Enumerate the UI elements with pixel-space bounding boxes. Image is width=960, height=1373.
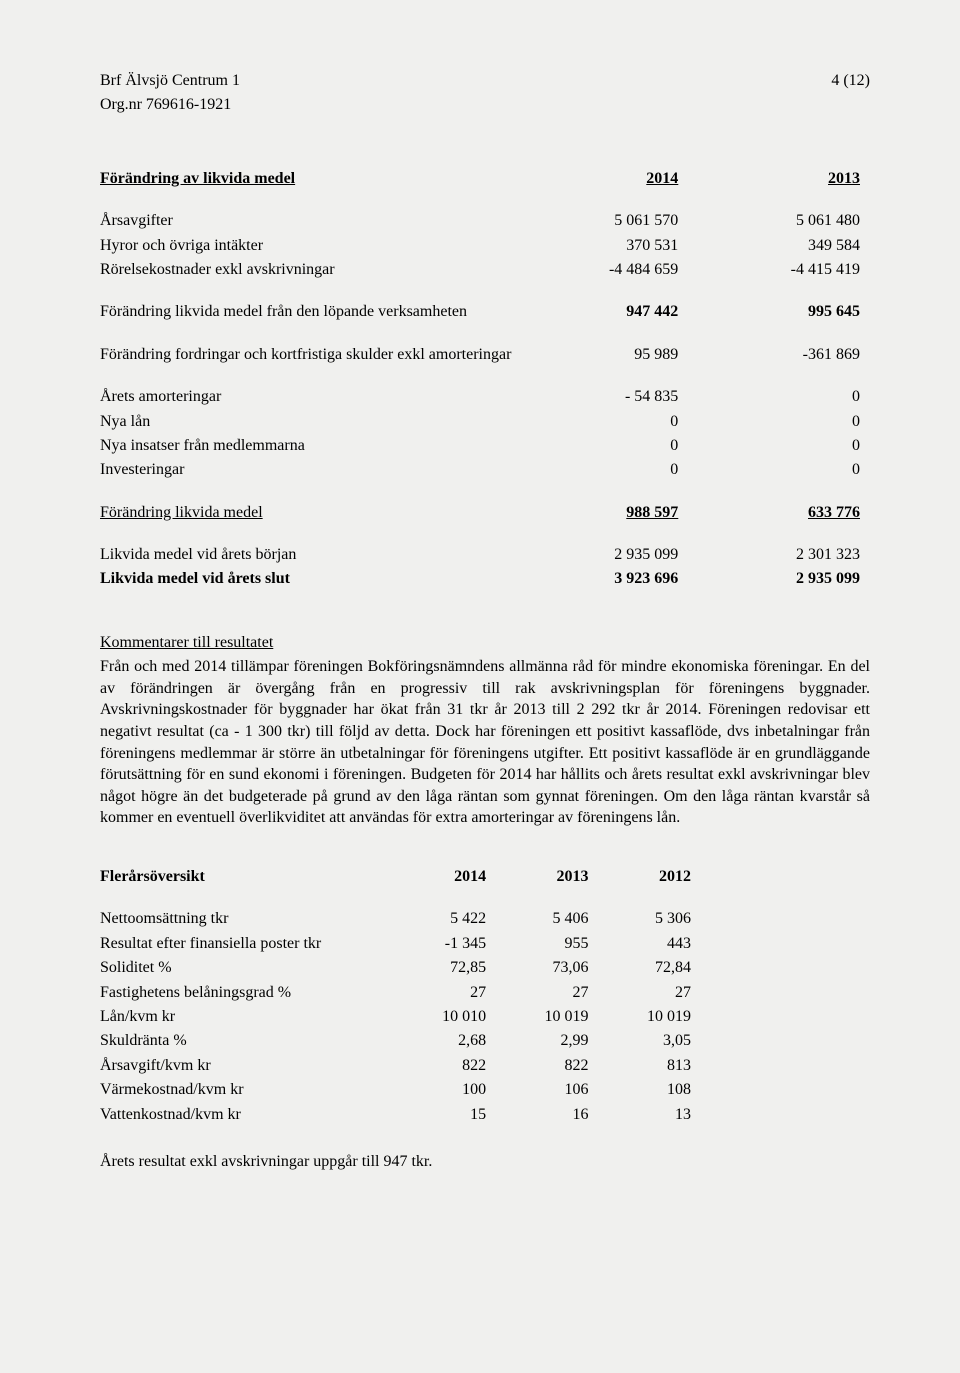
table2-year3: 2012 [614, 865, 716, 889]
table-row: Hyror och övriga intäkter 370 531 349 58… [100, 234, 870, 258]
table-row: Resultat efter finansiella poster tkr -1… [100, 932, 716, 956]
company-name: Brf Älvsjö Centrum 1 [100, 70, 240, 92]
table-row: Årsavgift/kvm kr 822 822 813 [100, 1054, 716, 1078]
table-row: Skuldränta % 2,68 2,99 3,05 [100, 1029, 716, 1053]
table-row: Soliditet % 72,85 73,06 72,84 [100, 956, 716, 980]
subtotal-row: Förändring likvida medel från den löpand… [100, 300, 870, 324]
table-row: Investeringar 0 0 [100, 458, 870, 482]
table-row: Rörelsekostnader exkl avskrivningar -4 4… [100, 258, 870, 282]
table-row: Vattenkostnad/kvm kr 15 16 13 [100, 1103, 716, 1127]
footer-text: Årets resultat exkl avskrivningar uppgår… [100, 1151, 870, 1173]
subtotal-row: Förändring likvida medel 988 597 633 776 [100, 501, 870, 525]
table-row: Årets amorteringar - 54 835 0 [100, 385, 870, 409]
table2-year2: 2013 [511, 865, 613, 889]
table-row: Lån/kvm kr 10 010 10 019 10 019 [100, 1005, 716, 1029]
org-number: Org.nr 769616-1921 [100, 94, 870, 116]
table-row: Förändring fordringar och kortfristiga s… [100, 343, 870, 367]
comments-title: Kommentarer till resultatet [100, 632, 870, 654]
table-row: Värmekostnad/kvm kr 100 106 108 [100, 1078, 716, 1102]
table2-year1: 2014 [409, 865, 511, 889]
comments-body: Från och med 2014 tillämpar föreningen B… [100, 656, 870, 829]
table-row: Årsavgifter 5 061 570 5 061 480 [100, 209, 870, 233]
liquidity-table: Förändring av likvida medel 2014 2013 År… [100, 167, 870, 592]
table-row: Fastighetens belåningsgrad % 27 27 27 [100, 981, 716, 1005]
table1-title: Förändring av likvida medel [100, 170, 295, 187]
table-row: Likvida medel vid årets slut 3 923 696 2… [100, 567, 870, 591]
overview-table: Flerårsöversikt 2014 2013 2012 Nettoomsä… [100, 865, 716, 1127]
table1-year2: 2013 [708, 167, 870, 191]
table1-year1: 2014 [547, 167, 709, 191]
table-row: Nya insatser från medlemmarna 0 0 [100, 434, 870, 458]
table-row: Likvida medel vid årets början 2 935 099… [100, 543, 870, 567]
table-row: Nettoomsättning tkr 5 422 5 406 5 306 [100, 907, 716, 931]
table-row: Nya lån 0 0 [100, 410, 870, 434]
table2-title: Flerårsöversikt [100, 865, 409, 889]
page-number: 4 (12) [831, 70, 870, 92]
